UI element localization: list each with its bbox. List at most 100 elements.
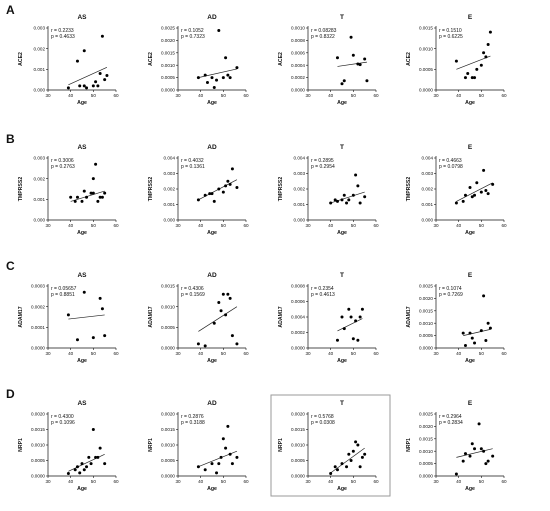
x-axis-label: Age <box>77 358 87 364</box>
data-point <box>491 454 495 458</box>
y-tick-label: 0.004 <box>422 156 434 161</box>
stat-p-value: p = 0.8322 <box>311 34 335 40</box>
data-point <box>215 471 219 475</box>
x-tick-label: 50 <box>479 351 485 356</box>
data-point <box>482 51 486 55</box>
data-point <box>203 193 207 197</box>
data-point <box>226 73 230 77</box>
data-point <box>347 452 351 456</box>
y-tick-label: 0.0005 <box>161 325 175 330</box>
data-point <box>454 472 458 476</box>
data-point <box>215 78 219 82</box>
stat-r-value: r = 0.4306 <box>181 286 204 292</box>
x-tick-label: 50 <box>91 93 97 98</box>
x-axis-label: Age <box>337 486 347 492</box>
x-tick-label: 50 <box>351 223 357 228</box>
data-point <box>221 292 225 296</box>
data-point <box>468 331 472 335</box>
x-tick-label: 50 <box>479 223 485 228</box>
y-tick-label: 0.0010 <box>419 449 433 454</box>
data-point <box>226 179 230 183</box>
data-point <box>473 76 477 80</box>
data-point <box>356 443 360 447</box>
y-tick-label: 0.0020 <box>161 412 175 417</box>
x-tick-label: 40 <box>328 223 334 228</box>
y-tick-label: 0.0005 <box>161 458 175 463</box>
y-tick-label: 0.004 <box>294 156 306 161</box>
x-axis-label: Age <box>77 100 87 106</box>
y-tick-label: 0.0000 <box>419 474 433 479</box>
stat-r-value: r = 0.3006 <box>51 158 74 164</box>
stat-r-value: r = 0.05657 <box>51 286 77 292</box>
y-axis-label: NRP1 <box>406 438 412 452</box>
y-tick-label: 0.0002 <box>291 75 305 80</box>
data-point <box>351 193 355 197</box>
data-point <box>98 71 102 75</box>
x-tick-label: 50 <box>221 351 227 356</box>
data-point <box>228 296 232 300</box>
x-tick-label: 60 <box>501 479 507 484</box>
x-axis-label: Age <box>77 486 87 492</box>
stat-r-value: r = 0.5768 <box>311 414 334 420</box>
data-point <box>91 428 95 431</box>
data-point <box>365 79 369 83</box>
data-point <box>196 198 200 202</box>
y-tick-label: 0.0015 <box>161 284 175 289</box>
data-point <box>356 184 360 188</box>
y-tick-label: 0.0020 <box>419 296 433 301</box>
plot-title: AS <box>77 272 87 279</box>
scatter-plot-ace2-ad: AD 0.0000 0.0005 0.0010 0.0015 0.0020 0.0025 30… <box>148 14 249 106</box>
x-axis-label: Age <box>465 486 475 492</box>
stat-r-value: r = 0.2354 <box>311 286 334 292</box>
y-tick-label: 0.003 <box>422 171 434 176</box>
data-point <box>105 74 109 78</box>
y-tick-label: 0.000 <box>422 218 434 223</box>
x-tick-label: 40 <box>328 93 334 98</box>
regression-line <box>456 55 491 70</box>
data-point <box>349 459 353 462</box>
y-tick-label: 0.003 <box>34 156 46 161</box>
stat-r-value: r = 0.4032 <box>181 158 204 164</box>
y-tick-label: 0.0015 <box>419 308 433 313</box>
data-point <box>75 338 79 342</box>
x-tick-label: 50 <box>91 479 97 484</box>
data-point <box>473 447 477 451</box>
x-tick-label: 50 <box>479 93 485 98</box>
plot-title: E <box>468 144 473 151</box>
stat-r-value: r = 0.4663 <box>439 158 462 164</box>
x-axis-label: Age <box>207 358 217 364</box>
x-tick-label: 30 <box>45 351 51 356</box>
panel-label-a: A <box>6 3 15 17</box>
y-tick-label: 0.0010 <box>161 304 175 309</box>
data-point <box>342 327 346 331</box>
data-point <box>217 28 221 32</box>
data-point <box>484 55 488 59</box>
y-tick-label: 0.0015 <box>419 26 433 31</box>
data-point <box>69 195 73 199</box>
data-point <box>66 313 70 317</box>
data-point <box>85 86 89 90</box>
x-tick-label: 40 <box>198 93 204 98</box>
x-tick-label: 50 <box>351 93 357 98</box>
x-tick-label: 50 <box>351 351 357 356</box>
data-point <box>468 185 472 189</box>
plot-title: AD <box>207 14 217 21</box>
data-point <box>210 76 214 80</box>
scatter-plot-adam17-e: E 0.0000 0.0005 0.0010 0.0015 0.0020 0.0025 30 4… <box>406 272 507 364</box>
data-point <box>82 84 86 88</box>
y-tick-label: 0.002 <box>164 187 176 192</box>
data-point <box>196 342 200 346</box>
data-point <box>98 296 102 300</box>
x-tick-label: 30 <box>175 223 181 228</box>
data-point <box>212 86 216 90</box>
stat-r-value: r = 0.2964 <box>439 414 462 420</box>
x-tick-label: 60 <box>373 93 379 98</box>
data-point <box>66 86 70 90</box>
y-tick-label: 0.0002 <box>291 330 305 335</box>
scatter-plot-nrp1-ad: AD 0.0000 0.0005 0.0010 0.0015 0.0020 30 40 50 60… <box>148 400 249 492</box>
plot-title: AD <box>207 272 217 279</box>
scatter-plot-adam17-t: T 0.0000 0.0002 0.0004 0.0006 0.0008 30 40 50 60 A… <box>278 272 379 364</box>
plot-title: AD <box>207 144 217 151</box>
plot-title: AD <box>207 400 217 407</box>
